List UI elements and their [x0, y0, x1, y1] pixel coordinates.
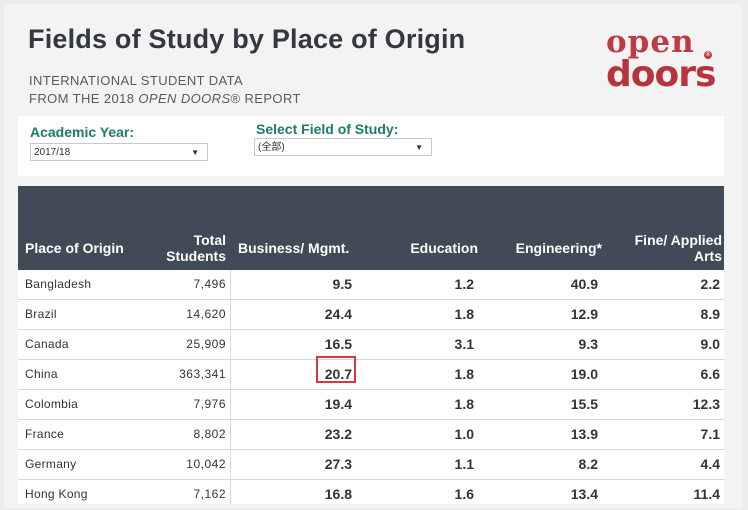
subtitle-line-1: INTERNATIONAL STUDENT DATA	[29, 73, 244, 88]
field-of-study-select[interactable]: (全部) ▼	[254, 138, 432, 156]
cell-origin: Brazil	[25, 307, 57, 321]
chevron-down-icon: ▼	[191, 148, 199, 157]
cell-education: 3.1	[454, 336, 474, 352]
table-body: Bangladesh 7,496 9.5 1.2 40.9 2.2 Brazil…	[18, 270, 724, 504]
cell-education: 1.8	[454, 396, 474, 412]
cell-arts: 7.1	[700, 426, 720, 442]
column-header-arts[interactable]: Fine/ Applied Arts	[635, 232, 722, 264]
cell-education: 1.0	[454, 426, 474, 442]
table-row[interactable]: Hong Kong 7,162 16.8 1.6 13.4 11.4	[18, 480, 724, 504]
cell-engineering: 15.5	[570, 396, 598, 412]
cell-engineering: 9.3	[578, 336, 598, 352]
cell-engineering: 40.9	[570, 276, 598, 292]
logo-text-bottom: doors	[606, 54, 716, 95]
cell-engineering: 8.2	[578, 456, 598, 472]
field-of-study-value: (全部)	[258, 142, 285, 153]
cell-arts: 4.4	[700, 456, 720, 472]
cell-origin: Hong Kong	[25, 487, 88, 501]
cell-engineering: 13.4	[570, 486, 598, 502]
logo-text-top: open	[606, 24, 695, 60]
table-row[interactable]: Colombia 7,976 19.4 1.8 15.5 12.3	[18, 390, 724, 420]
cell-education: 1.8	[454, 366, 474, 382]
table-row[interactable]: China 363,341 20.7 1.8 19.0 6.6	[18, 360, 724, 390]
cell-business: 27.3	[324, 456, 352, 472]
cell-arts: 6.6	[700, 366, 720, 382]
column-header-total-line2: Students	[166, 248, 226, 264]
column-header-total[interactable]: Total Students	[166, 232, 226, 264]
page-title: Fields of Study by Place of Origin	[28, 24, 466, 54]
column-divider	[230, 270, 231, 504]
cell-total: 7,976	[193, 397, 226, 411]
cell-arts: 2.2	[700, 276, 720, 292]
cell-business: 24.4	[324, 306, 352, 322]
logo-registered-mark: ®	[704, 51, 712, 59]
cell-origin: Colombia	[25, 397, 79, 411]
cell-business: 9.5	[332, 276, 352, 292]
cell-business: 20.7	[324, 366, 352, 382]
open-doors-logo: open ® doors	[604, 24, 724, 98]
cell-total: 10,042	[186, 457, 226, 471]
table-row[interactable]: Canada 25,909 16.5 3.1 9.3 9.0	[18, 330, 724, 360]
filter-panel: Academic Year: 2017/18 ▼ Select Field of…	[18, 116, 724, 176]
cell-education: 1.1	[454, 456, 474, 472]
cell-arts: 11.4	[693, 486, 720, 502]
column-header-total-line1: Total	[193, 232, 226, 248]
cell-origin: Germany	[25, 457, 77, 471]
column-header-origin[interactable]: Place of Origin	[25, 240, 124, 256]
column-header-arts-line1: Fine/ Applied	[634, 232, 722, 248]
academic-year-value: 2017/18	[34, 147, 71, 158]
cell-arts: 12.3	[692, 396, 720, 412]
table-row[interactable]: France 8,802 23.2 1.0 13.9 7.1	[18, 420, 724, 450]
subtitle-line-2: FROM THE 2018 OPEN DOORS® REPORT	[29, 91, 301, 106]
column-header-engineering[interactable]: Engineering*	[515, 240, 602, 256]
cell-engineering: 19.0	[570, 366, 598, 382]
cell-origin: China	[25, 367, 58, 381]
cell-engineering: 12.9	[570, 306, 598, 322]
cell-education: 1.8	[454, 306, 474, 322]
cell-arts: 9.0	[700, 336, 720, 352]
cell-total: 8,802	[193, 427, 226, 441]
cell-total: 25,909	[186, 337, 226, 351]
table-row[interactable]: Brazil 14,620 24.4 1.8 12.9 8.9	[18, 300, 724, 330]
cell-arts: 8.9	[700, 306, 720, 322]
academic-year-label: Academic Year:	[30, 124, 135, 140]
data-table: Place of Origin Total Students Business/…	[18, 186, 724, 504]
cell-business: 16.8	[324, 486, 352, 502]
cell-origin: Bangladesh	[25, 277, 92, 291]
cell-total: 14,620	[186, 307, 226, 321]
cell-business: 23.2	[324, 426, 352, 442]
cell-education: 1.6	[454, 486, 474, 502]
column-header-business[interactable]: Business/ Mgmt.	[238, 240, 350, 256]
chevron-down-icon: ▼	[415, 143, 423, 152]
cell-business: 16.5	[324, 336, 352, 352]
column-header-education[interactable]: Education	[410, 240, 478, 256]
cell-total: 363,341	[179, 367, 226, 381]
column-header-arts-line2: Arts	[693, 248, 722, 264]
cell-education: 1.2	[454, 276, 474, 292]
academic-year-select[interactable]: 2017/18 ▼	[30, 143, 208, 161]
cell-business: 19.4	[324, 396, 352, 412]
cell-total: 7,162	[193, 487, 226, 501]
table-header: Place of Origin Total Students Business/…	[18, 186, 724, 270]
table-row[interactable]: Bangladesh 7,496 9.5 1.2 40.9 2.2	[18, 270, 724, 300]
subtitle-suffix: ® REPORT	[230, 91, 301, 106]
highlight-box	[316, 356, 356, 383]
subtitle-italic: OPEN DOORS	[138, 91, 231, 106]
cell-total: 7,496	[193, 277, 226, 291]
cell-engineering: 13.9	[570, 426, 598, 442]
field-of-study-label: Select Field of Study:	[256, 121, 399, 137]
subtitle-prefix: FROM THE 2018	[29, 91, 139, 106]
cell-origin: France	[25, 427, 65, 441]
cell-origin: Canada	[25, 337, 69, 351]
table-row[interactable]: Germany 10,042 27.3 1.1 8.2 4.4	[18, 450, 724, 480]
